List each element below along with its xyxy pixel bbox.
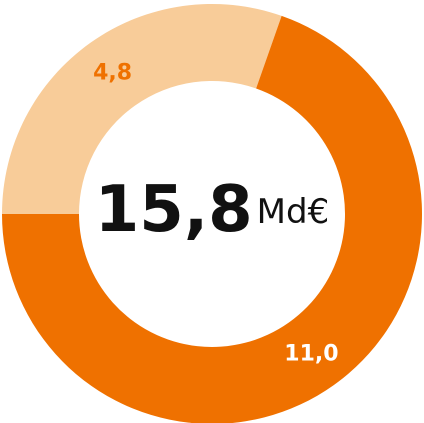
value-label: 4,8 <box>93 61 132 86</box>
center-total: 15,8 Md€ <box>95 173 329 247</box>
donut-slice <box>2 4 282 215</box>
donut <box>2 4 422 423</box>
total-value: 15,8 <box>95 173 253 247</box>
value-label: 11,0 <box>284 341 338 366</box>
donut-slice <box>2 15 422 423</box>
total-unit: Md€ <box>257 192 330 232</box>
